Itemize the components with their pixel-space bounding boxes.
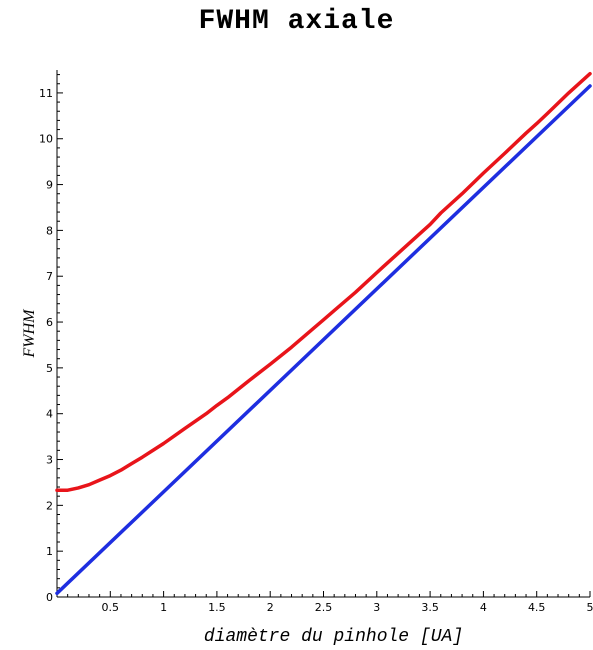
x-axis-title: diamètre du pinhole [UA] bbox=[204, 627, 463, 647]
series-line-1 bbox=[55, 71, 592, 492]
y-tick-label: 11 bbox=[39, 87, 53, 100]
x-tick-label: 4 bbox=[480, 601, 487, 614]
y-tick-label: 6 bbox=[46, 316, 53, 329]
y-tick-label: 8 bbox=[46, 224, 53, 237]
x-tick-label: 0.5 bbox=[102, 601, 120, 614]
x-tick-label: 5 bbox=[587, 601, 593, 614]
y-axis-title: FWHM bbox=[21, 308, 38, 359]
y-tick-label: 1 bbox=[46, 545, 53, 558]
x-tick-label: 1 bbox=[160, 601, 167, 614]
x-tick-label: 4.5 bbox=[528, 601, 546, 614]
x-tick-label: 2 bbox=[267, 601, 274, 614]
y-tick-label: 5 bbox=[46, 362, 53, 375]
series-line-2 bbox=[55, 84, 592, 596]
y-tick-label: 9 bbox=[46, 179, 53, 192]
x-tick-label: 3 bbox=[373, 601, 380, 614]
y-tick-label: 3 bbox=[46, 454, 53, 467]
x-tick-label: 3.5 bbox=[421, 601, 439, 614]
chart-title: FWHM axiale bbox=[198, 6, 395, 37]
y-tick-label: 10 bbox=[39, 133, 53, 146]
y-tick-label: 4 bbox=[46, 408, 53, 421]
y-tick-label: 0 bbox=[46, 591, 53, 604]
y-tick-label: 7 bbox=[46, 270, 53, 283]
x-tick-label: 1.5 bbox=[208, 601, 226, 614]
y-tick-label: 2 bbox=[46, 499, 53, 512]
x-tick-label: 2.5 bbox=[315, 601, 333, 614]
